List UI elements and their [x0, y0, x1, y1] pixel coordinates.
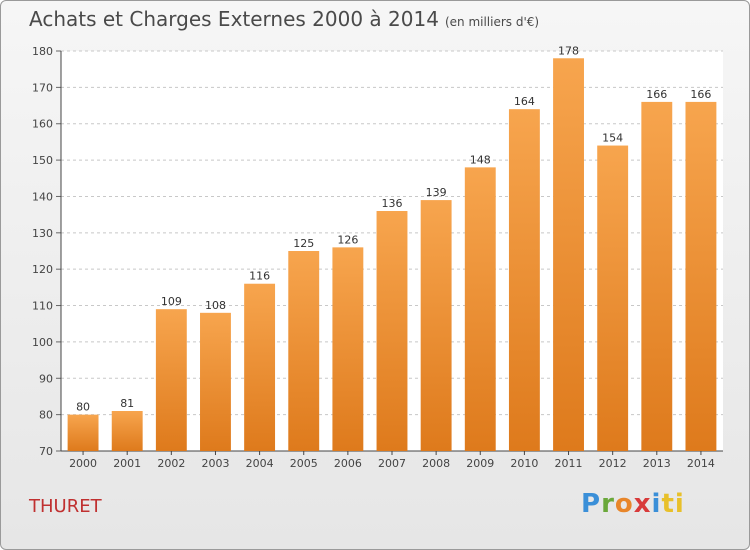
data-label: 148 — [470, 153, 491, 166]
x-tick-label: 2004 — [246, 457, 274, 470]
x-tick-label: 2014 — [687, 457, 715, 470]
y-tick-label: 120 — [32, 263, 53, 276]
data-label: 80 — [76, 401, 90, 414]
x-tick-label: 2005 — [290, 457, 318, 470]
bar — [420, 200, 452, 451]
bar — [508, 109, 540, 451]
y-tick-label: 90 — [39, 372, 53, 385]
x-tick-label: 2001 — [113, 457, 141, 470]
logo-letter: r — [601, 489, 615, 519]
bar — [244, 283, 276, 451]
data-label: 166 — [646, 88, 667, 101]
x-tick-label: 2002 — [157, 457, 185, 470]
data-label: 81 — [120, 397, 134, 410]
bar — [641, 101, 673, 451]
y-tick-label: 80 — [39, 409, 53, 422]
y-tick-label: 180 — [32, 45, 53, 58]
proxiti-logo: Proxiti — [581, 489, 685, 519]
data-label: 116 — [249, 270, 270, 283]
y-tick-label: 150 — [32, 154, 53, 167]
data-label: 166 — [690, 88, 711, 101]
x-tick-label: 2012 — [599, 457, 627, 470]
data-label: 109 — [161, 295, 182, 308]
y-tick-label: 140 — [32, 190, 53, 203]
logo-letter: x — [633, 489, 652, 519]
bar — [553, 58, 584, 451]
bar — [332, 247, 364, 451]
logo-letter: i — [651, 489, 662, 519]
bar — [155, 309, 187, 451]
data-label: 125 — [293, 237, 314, 250]
bar — [464, 167, 496, 451]
data-label: 164 — [514, 95, 535, 108]
data-label: 178 — [558, 44, 579, 57]
x-tick-label: 2010 — [510, 457, 538, 470]
y-tick-label: 130 — [32, 227, 53, 240]
data-label: 154 — [602, 132, 623, 145]
bar — [685, 101, 717, 451]
bar — [67, 414, 99, 451]
x-tick-label: 2013 — [643, 457, 671, 470]
city-name: THURET — [29, 496, 102, 517]
chart-title-text: Achats et Charges Externes 2000 à 2014 — [29, 7, 439, 31]
bar — [288, 251, 320, 451]
bar — [597, 145, 629, 451]
x-tick-label: 2009 — [466, 457, 494, 470]
bar — [376, 211, 408, 451]
y-tick-label: 100 — [32, 336, 53, 349]
bar — [200, 312, 231, 451]
bar — [111, 411, 143, 451]
data-label: 139 — [426, 186, 447, 199]
y-tick-label: 70 — [39, 445, 53, 458]
x-tick-label: 2007 — [378, 457, 406, 470]
logo-letter: P — [581, 489, 602, 519]
x-tick-label: 2011 — [555, 457, 583, 470]
x-tick-label: 2008 — [422, 457, 450, 470]
x-tick-label: 2003 — [201, 457, 229, 470]
data-label: 126 — [337, 233, 358, 246]
data-label: 108 — [205, 299, 226, 312]
logo-letter: ti — [661, 489, 685, 519]
y-tick-label: 160 — [32, 118, 53, 131]
y-tick-label: 170 — [32, 81, 53, 94]
x-tick-label: 2006 — [334, 457, 362, 470]
y-tick-label: 110 — [32, 300, 53, 313]
logo-letter: o — [614, 489, 634, 519]
chart-title: Achats et Charges Externes 2000 à 2014 (e… — [29, 7, 539, 31]
data-label: 136 — [382, 197, 403, 210]
chart-unit: (en milliers d'€) — [444, 15, 540, 29]
x-tick-label: 2000 — [69, 457, 97, 470]
